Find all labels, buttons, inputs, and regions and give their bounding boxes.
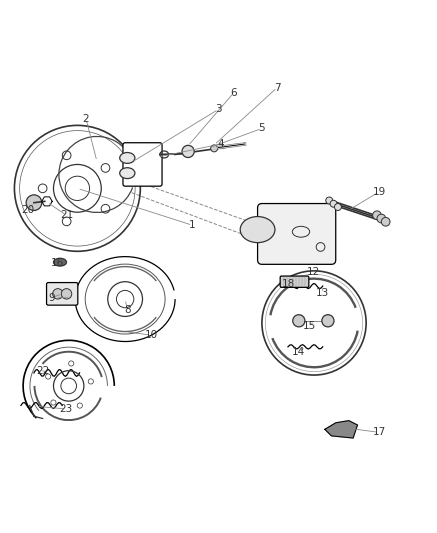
Text: 20: 20 (22, 205, 35, 215)
Circle shape (334, 204, 341, 211)
Text: 1: 1 (189, 220, 196, 230)
Circle shape (211, 145, 218, 152)
Text: 3: 3 (215, 104, 222, 114)
Text: 13: 13 (316, 288, 329, 298)
FancyBboxPatch shape (123, 143, 162, 186)
Text: 19: 19 (372, 187, 386, 197)
Text: 9: 9 (48, 293, 55, 303)
Circle shape (182, 146, 194, 158)
Circle shape (26, 195, 42, 211)
Text: 10: 10 (145, 330, 158, 340)
Text: 17: 17 (372, 427, 386, 438)
Text: 7: 7 (274, 83, 281, 93)
Circle shape (326, 197, 333, 204)
Circle shape (377, 214, 386, 223)
Text: 15: 15 (303, 321, 316, 332)
Text: 8: 8 (124, 305, 131, 315)
FancyBboxPatch shape (280, 276, 309, 287)
Circle shape (293, 314, 305, 327)
FancyBboxPatch shape (47, 282, 78, 305)
Circle shape (382, 217, 390, 226)
Text: 2: 2 (83, 114, 90, 124)
Ellipse shape (240, 216, 275, 243)
Text: 5: 5 (259, 124, 265, 133)
Circle shape (322, 314, 334, 327)
Circle shape (61, 289, 72, 299)
Text: 21: 21 (60, 210, 73, 220)
Circle shape (373, 211, 382, 220)
Circle shape (330, 200, 337, 207)
Text: 14: 14 (292, 348, 305, 358)
Text: 22: 22 (36, 366, 49, 376)
Text: 18: 18 (281, 279, 295, 289)
Polygon shape (325, 421, 357, 438)
Circle shape (52, 289, 63, 299)
Text: 4: 4 (217, 139, 224, 149)
Text: 23: 23 (59, 404, 72, 414)
Text: 6: 6 (230, 88, 237, 98)
Text: 12: 12 (306, 266, 320, 277)
Ellipse shape (53, 259, 66, 266)
Ellipse shape (120, 152, 135, 164)
FancyBboxPatch shape (257, 204, 336, 264)
Text: 16: 16 (50, 258, 64, 268)
Ellipse shape (120, 168, 135, 179)
